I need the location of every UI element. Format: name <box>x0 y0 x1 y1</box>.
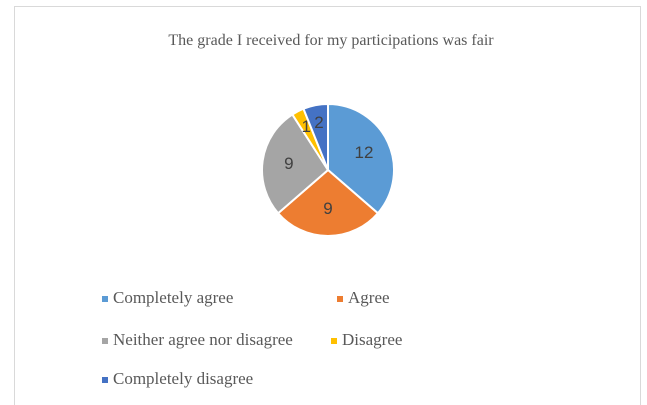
legend-label: Completely agree <box>113 288 233 307</box>
pie-slice <box>276 168 380 237</box>
legend-marker <box>102 377 108 383</box>
legend-marker <box>337 296 343 302</box>
legend-label: Neither agree nor disagree <box>113 330 293 349</box>
legend-marker <box>102 338 108 344</box>
legend-label: Completely disagree <box>113 369 253 388</box>
legend-marker <box>331 338 337 344</box>
legend-label: Disagree <box>342 330 402 349</box>
pie-slice <box>261 113 330 215</box>
data-label: 12 <box>355 143 374 162</box>
legend-marker <box>102 296 108 302</box>
chart-title: The grade I received for my participatio… <box>168 32 494 49</box>
data-label: 9 <box>284 154 293 173</box>
data-label: 1 <box>301 117 310 136</box>
data-label: 2 <box>314 113 323 132</box>
pie-slice <box>327 102 395 215</box>
pie-slice <box>302 102 329 171</box>
data-label: 9 <box>323 199 332 218</box>
legend-label: Agree <box>348 288 390 307</box>
